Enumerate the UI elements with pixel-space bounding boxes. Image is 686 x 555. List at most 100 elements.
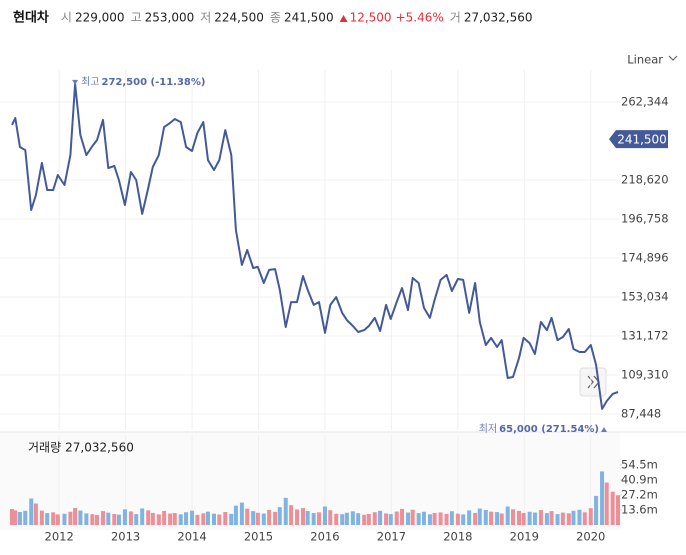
volume-bar xyxy=(362,514,367,525)
volume-bar xyxy=(190,510,195,525)
volume-bar xyxy=(112,513,117,525)
volume-bar xyxy=(273,511,278,525)
change-pct: +5.46% xyxy=(396,11,444,25)
volume-bar xyxy=(122,509,127,525)
volume-bar xyxy=(505,506,510,525)
volume-bar xyxy=(251,511,256,525)
y-tick-label: 262,344 xyxy=(621,94,669,108)
volume-bar xyxy=(168,513,173,525)
volume-bar xyxy=(277,507,282,525)
volume-bar xyxy=(201,513,206,525)
volume-bar xyxy=(245,508,250,525)
volume-bar xyxy=(616,495,621,525)
low-value: 65,000 (271.54%) xyxy=(499,424,599,435)
y-tick-label: 27.2m xyxy=(621,488,658,502)
x-tick-label: 2012 xyxy=(45,530,74,544)
high-value: 272,500 (-11.38%) xyxy=(101,77,205,88)
quote-label: 시 xyxy=(61,11,72,25)
volume-bar xyxy=(438,512,443,525)
price-line xyxy=(11,82,619,410)
volume-bar xyxy=(101,511,106,525)
volume-bar xyxy=(146,510,151,525)
quote-label: 저 xyxy=(200,11,211,25)
last-price-box xyxy=(609,130,668,149)
volume-bar xyxy=(23,510,28,525)
volume-bar xyxy=(322,506,327,525)
volume-bar xyxy=(295,509,300,525)
volume-bar xyxy=(577,509,582,525)
volume-bar xyxy=(51,512,56,525)
x-tick-label: 2014 xyxy=(177,530,206,544)
y-tick-label: 131,172 xyxy=(621,328,669,342)
volume-bar xyxy=(68,511,73,525)
volume-bar xyxy=(305,510,310,525)
x-tick-label: 2013 xyxy=(111,530,140,544)
x-tick-label: 2016 xyxy=(310,530,339,544)
volume-bar xyxy=(301,508,306,525)
volume-bar xyxy=(217,514,222,525)
volume-bar xyxy=(527,511,532,525)
volume-bar xyxy=(511,509,516,525)
volume-bar xyxy=(205,511,210,525)
volume-bar xyxy=(334,513,339,525)
volume-bar xyxy=(233,505,238,525)
last-price-label: 241,500 xyxy=(617,133,667,147)
low-label: 최저 xyxy=(479,423,497,435)
quote-label: 고 xyxy=(131,11,142,25)
volume-bar xyxy=(229,513,234,525)
quote-value: 241,500 xyxy=(284,11,334,25)
volume-bar xyxy=(55,514,60,525)
volume-bar xyxy=(521,512,526,525)
volume-bar xyxy=(477,508,482,525)
volume-bar xyxy=(90,514,95,525)
volume-bar xyxy=(116,514,121,525)
volume-bar xyxy=(195,514,200,525)
volume-bar xyxy=(78,510,83,525)
quote-value: 27,032,560 xyxy=(464,11,533,25)
volume-bar xyxy=(261,513,266,525)
volume-bar xyxy=(29,498,34,525)
volume-bar xyxy=(432,512,437,525)
scale-mode[interactable]: Linear xyxy=(627,53,663,67)
volume-bar xyxy=(544,513,549,525)
volume-bar xyxy=(311,512,316,525)
volume-bar xyxy=(495,512,500,525)
volume-bar xyxy=(384,513,389,525)
volume-bar xyxy=(388,514,393,525)
volume-bar xyxy=(39,510,44,525)
volume-bar xyxy=(178,514,183,525)
volume-bar xyxy=(455,513,460,525)
volume-bar xyxy=(588,508,593,525)
volume-bar xyxy=(95,514,100,525)
stock-name: 현대차 xyxy=(13,10,49,26)
volume-bar xyxy=(150,512,155,525)
volume-bar xyxy=(600,471,605,525)
x-tick-label: 2017 xyxy=(377,530,406,544)
volume-bar xyxy=(356,513,361,525)
volume-bar xyxy=(33,503,38,525)
volume-title: 거래량 xyxy=(28,441,61,455)
volume-bar xyxy=(410,509,415,525)
volume-bar xyxy=(400,508,405,525)
volume-bar xyxy=(62,513,67,525)
scroll-button[interactable] xyxy=(579,367,607,397)
x-tick-label: 2020 xyxy=(576,530,605,544)
volume-bar xyxy=(406,512,411,525)
volume-bar xyxy=(499,513,504,525)
volume-bar xyxy=(9,509,14,525)
volume-bar xyxy=(571,510,576,525)
volume-bar xyxy=(444,513,449,525)
volume-bar xyxy=(604,482,609,525)
scale-chevron[interactable] xyxy=(668,55,678,61)
volume-bar xyxy=(328,510,333,525)
y-tick-label: 109,310 xyxy=(621,367,669,381)
y-tick-label: 218,620 xyxy=(621,172,669,186)
volume-bar xyxy=(344,512,349,525)
x-tick-label: 2019 xyxy=(510,530,539,544)
quote-value: 229,000 xyxy=(75,11,125,25)
volume-bar xyxy=(128,511,133,525)
volume-bar xyxy=(516,510,521,525)
volume-bar xyxy=(162,510,167,525)
y-tick-label: 196,758 xyxy=(621,211,669,225)
quote-value: 253,000 xyxy=(145,11,195,25)
